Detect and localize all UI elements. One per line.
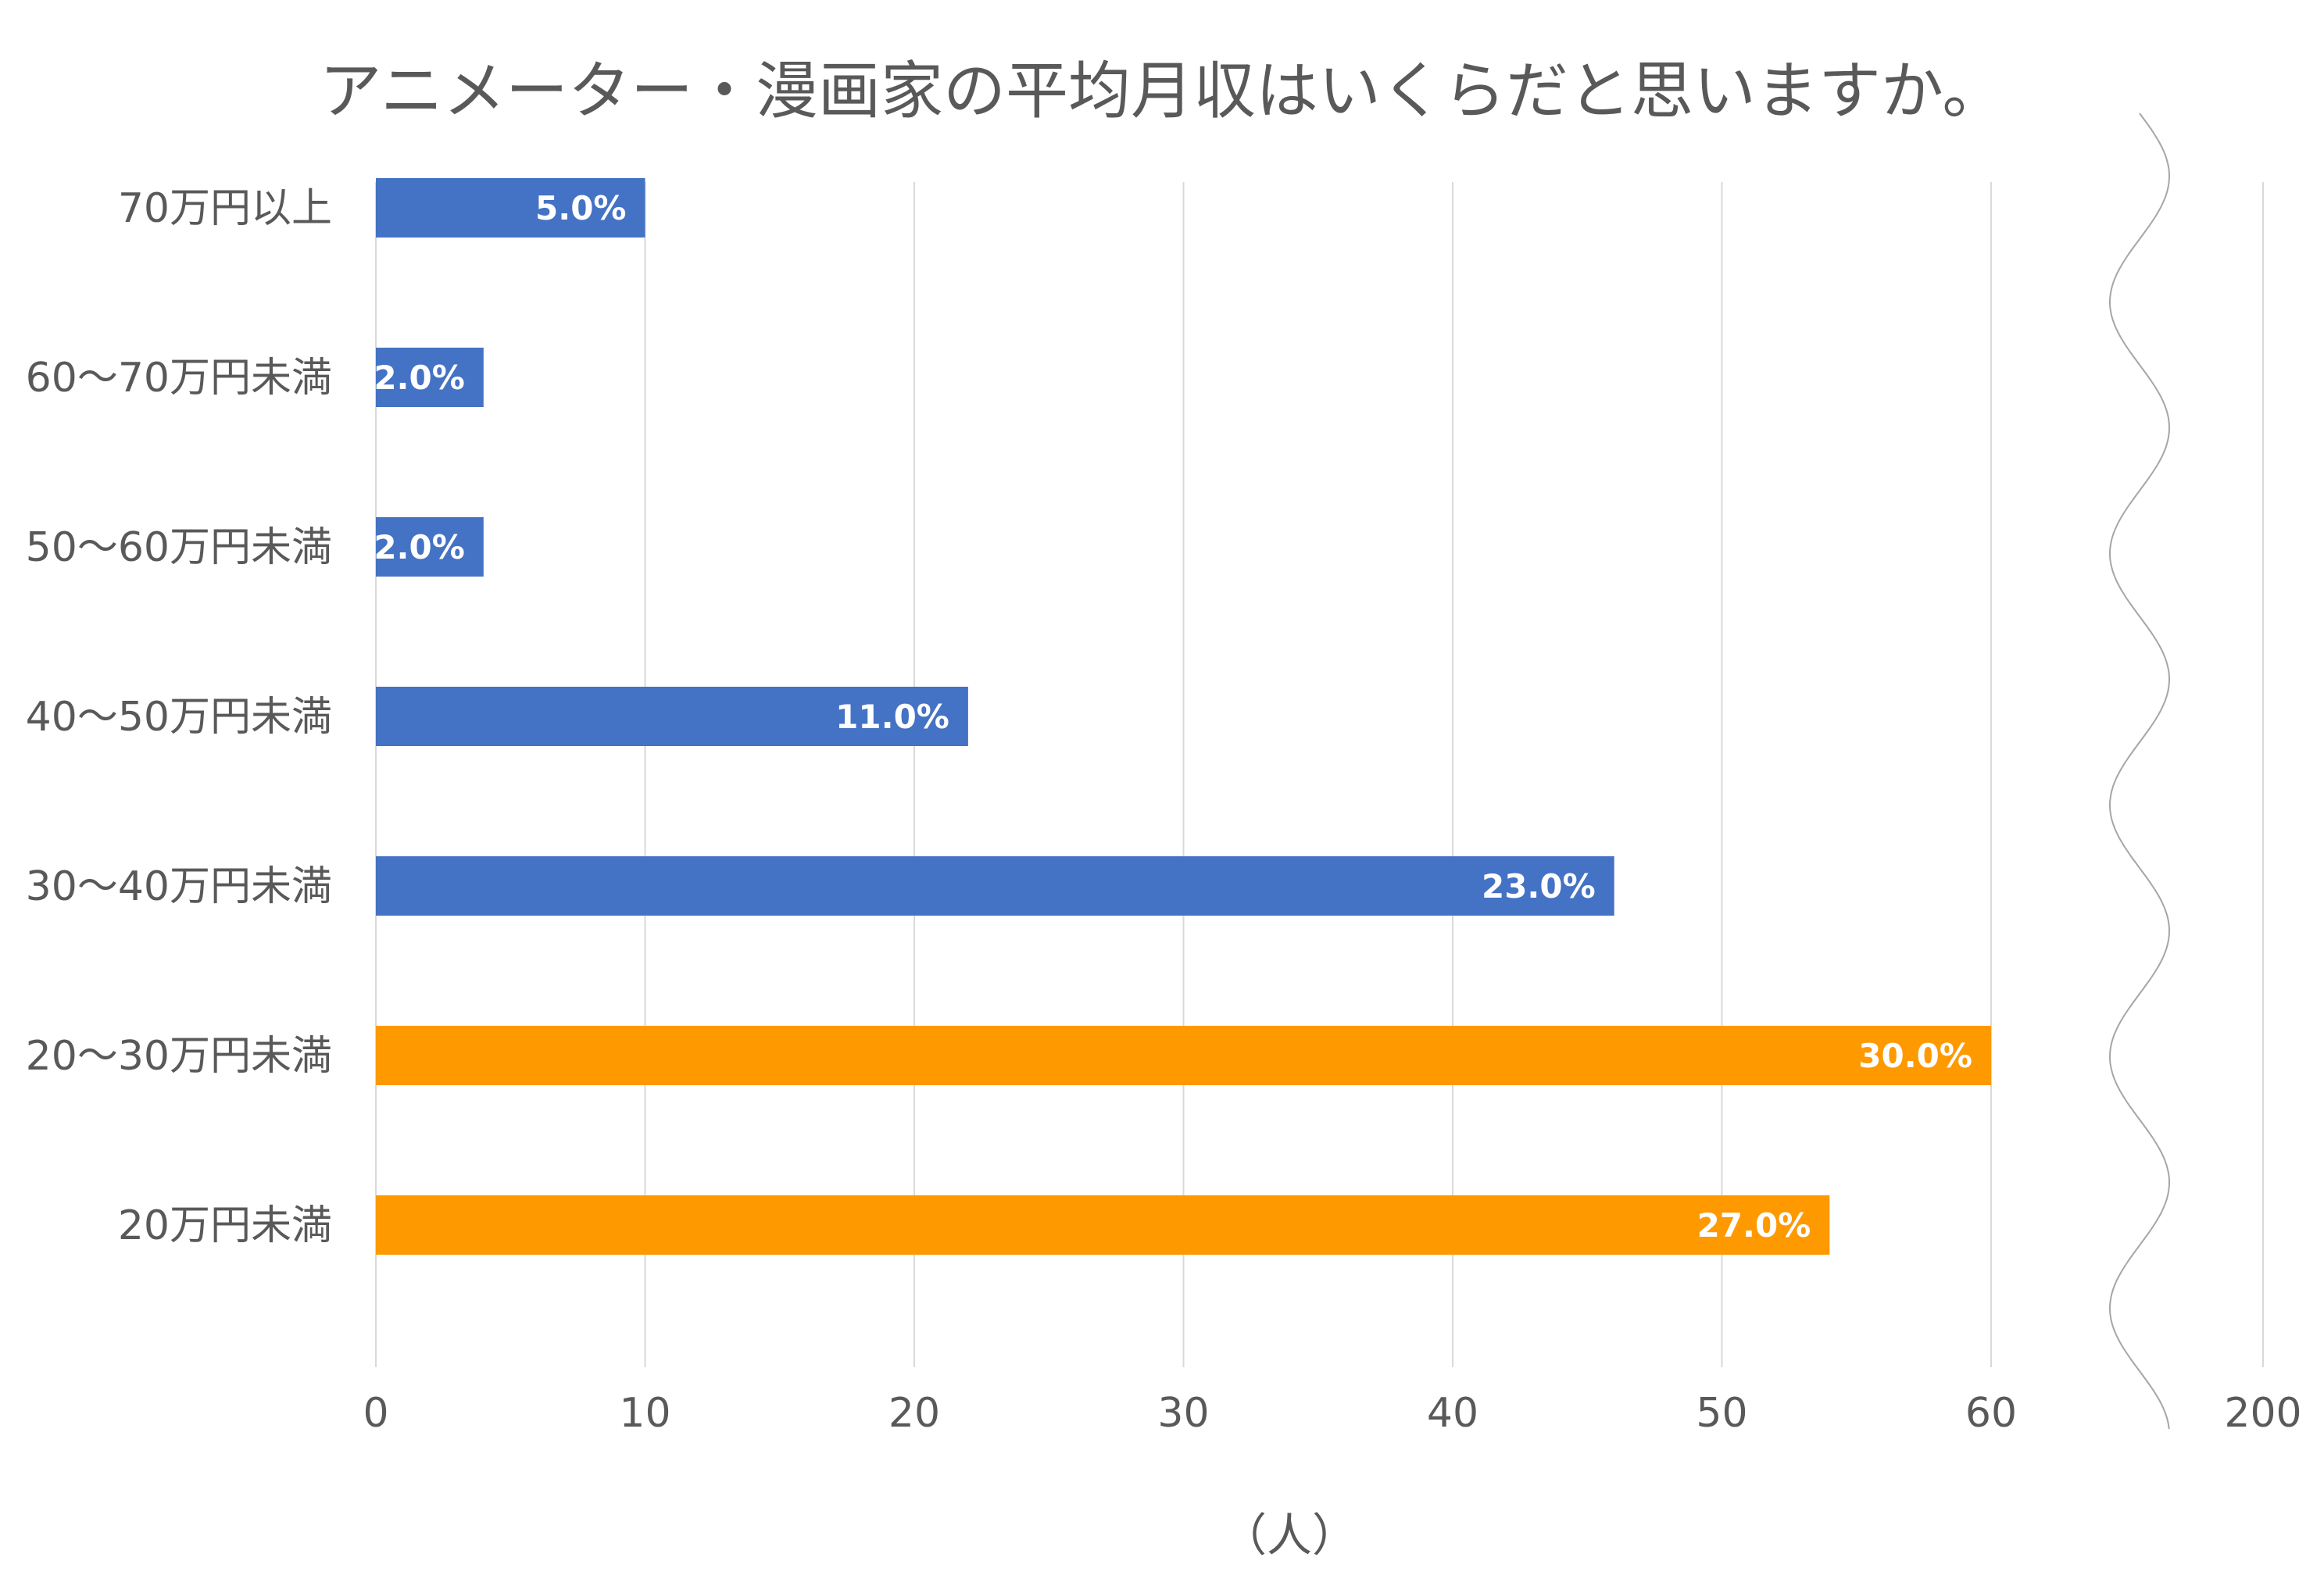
x-tick-label: 10 (619, 1390, 670, 1437)
bar (376, 517, 484, 577)
category-label: 20～30万円未満 (26, 1033, 332, 1080)
x-tick-label: 20 (888, 1390, 940, 1437)
bar (376, 1195, 1830, 1255)
category-labels: 20万円未満 20～30万円未満 30～40万円未満 40～50万円未満 50～60万円… (26, 185, 332, 1249)
category-label: 60～70万円未満 (26, 355, 332, 402)
x-tick-labels: 0 10 20 30 40 50 60 200 (363, 1390, 2301, 1437)
bar (376, 856, 1614, 916)
x-tick-label: 0 (363, 1390, 388, 1437)
category-label: 50～60万円未満 (26, 524, 332, 571)
x-tick-label: 200 (2224, 1390, 2301, 1437)
bar (376, 178, 645, 238)
x-axis-label: （人） (1221, 1509, 1357, 1562)
chart-title: アニメーター・漫画家の平均月収はいくらだと思いますか。 (319, 55, 2005, 127)
bars: 27.0% 30.0% 23.0% 11.0% 2.0% 2.0% 5.0% (374, 178, 1991, 1255)
x-tick-label: 30 (1157, 1390, 1209, 1437)
data-label: 2.0% (374, 359, 464, 397)
data-label: 30.0% (1858, 1037, 1972, 1075)
data-label: 5.0% (535, 189, 626, 227)
x-tick-label: 40 (1427, 1390, 1478, 1437)
bar (376, 687, 968, 746)
category-label: 40～50万円未満 (26, 694, 332, 741)
category-label: 70万円以上 (118, 185, 332, 232)
bar (376, 1026, 1991, 1085)
data-label: 27.0% (1697, 1206, 1811, 1245)
data-label: 11.0% (835, 698, 949, 736)
gridlines (375, 182, 2264, 1367)
axis-break-wave (2108, 113, 2171, 1430)
data-label: 23.0% (1482, 867, 1596, 905)
bar (376, 348, 484, 407)
category-label: 20万円未満 (118, 1202, 332, 1249)
category-label: 30～40万円未満 (26, 863, 332, 910)
x-tick-label: 50 (1696, 1390, 1747, 1437)
x-tick-label: 60 (1965, 1390, 2017, 1437)
data-label: 2.0% (374, 528, 464, 566)
